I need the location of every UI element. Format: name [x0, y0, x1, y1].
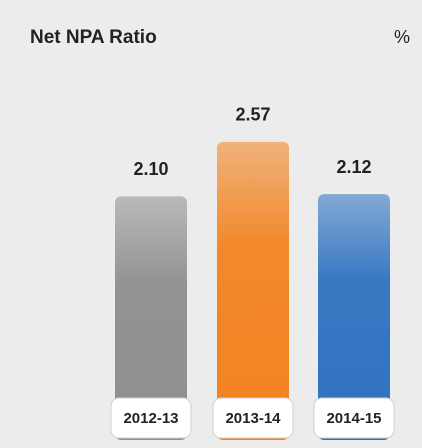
bar [217, 141, 289, 440]
bar [115, 196, 187, 440]
category-label: 2013-14 [225, 410, 281, 427]
value-label: 2.57 [235, 105, 270, 125]
category-box [313, 397, 395, 439]
value-label: 2.12 [336, 157, 371, 177]
category-label: 2014-15 [326, 410, 381, 427]
category-box [110, 397, 192, 439]
value-label: 2.10 [133, 159, 168, 179]
category-box [212, 397, 294, 439]
category-label: 2012-13 [123, 410, 178, 427]
bar [318, 194, 390, 440]
chart-title: Net NPA Ratio [30, 27, 157, 48]
unit-label: % [394, 27, 410, 47]
